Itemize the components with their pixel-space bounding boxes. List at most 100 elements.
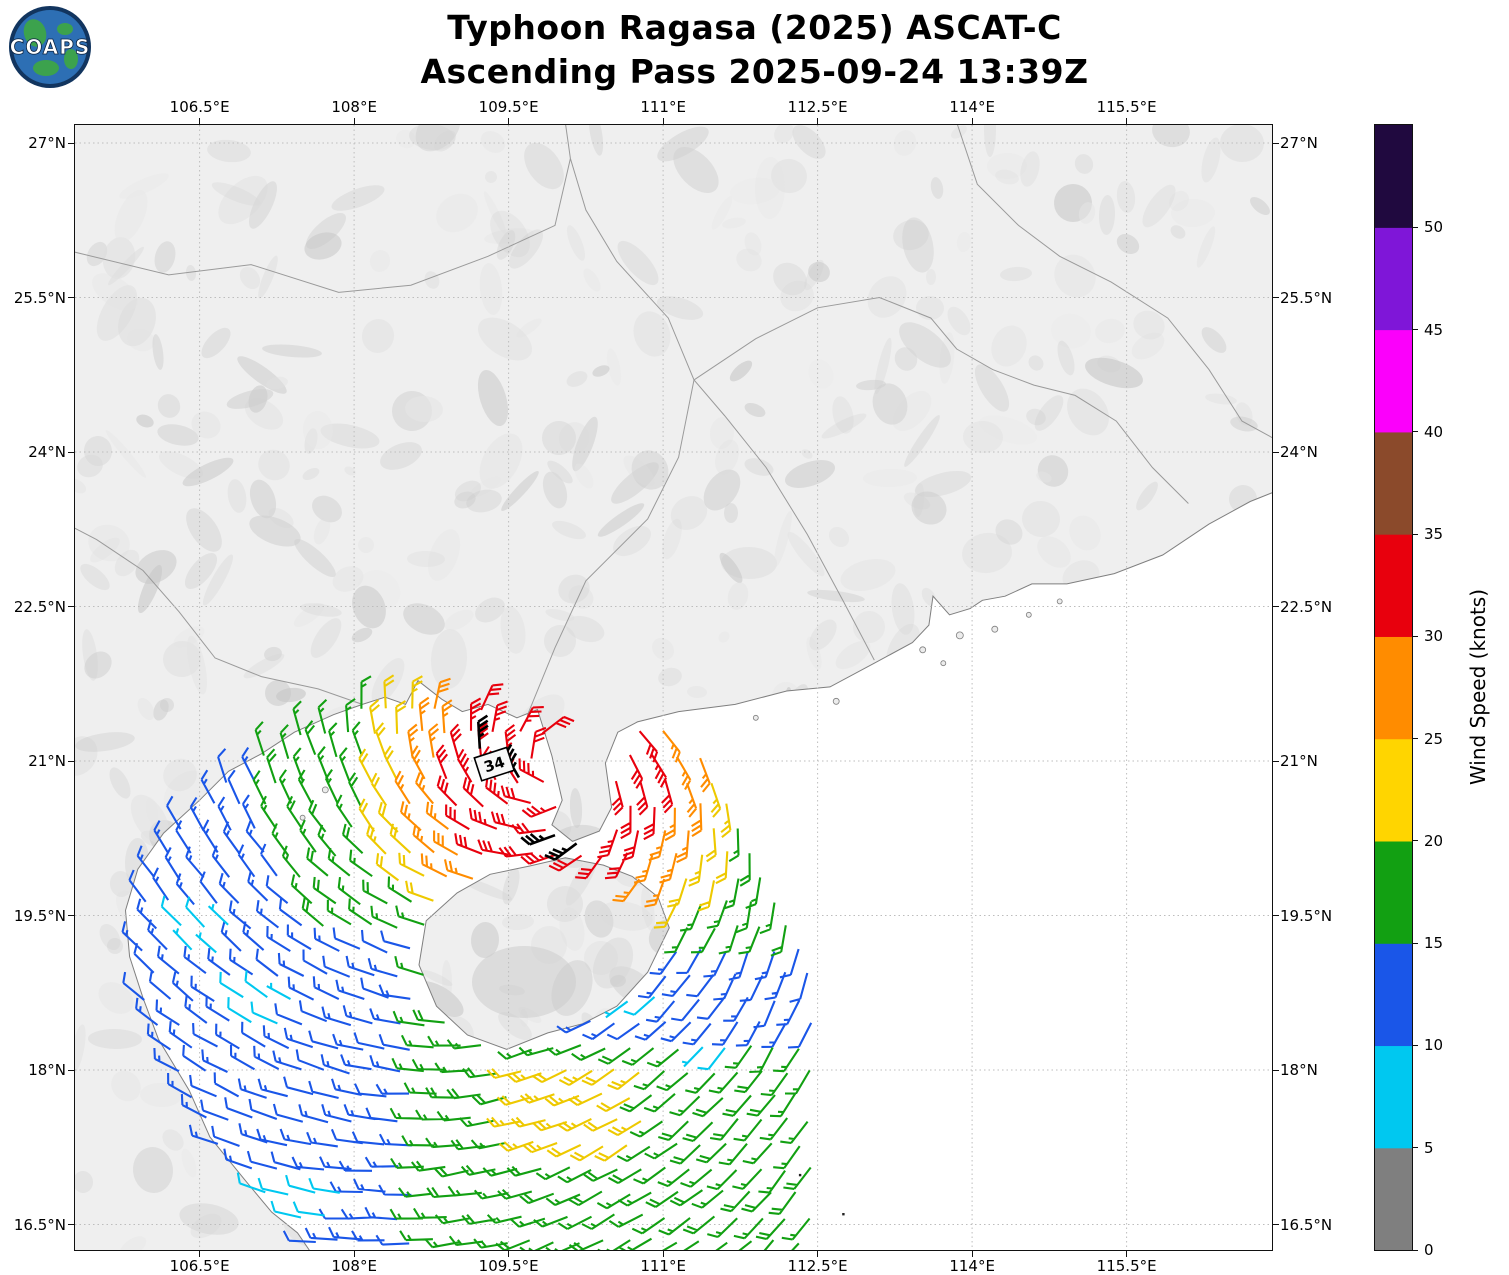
y-tickmark-left: [68, 451, 74, 453]
y-tickmark-right: [1273, 1069, 1279, 1071]
x-tickmark-top: [353, 118, 355, 124]
x-tick-label-top: 114°E: [949, 98, 995, 116]
y-tick-label-right: 27°N: [1280, 134, 1318, 153]
colorbar-tickmark: [1412, 431, 1418, 433]
title-line-2: Ascending Pass 2025-09-24 13:39Z: [420, 52, 1089, 91]
colorbar-tick-label: 10: [1424, 1036, 1444, 1055]
sparse-data-points: [798, 1173, 845, 1216]
y-tickmark-left: [68, 142, 74, 144]
x-tickmark-bottom: [199, 1251, 201, 1257]
colorbar-tick-label: 20: [1424, 831, 1444, 850]
colorbar-tick-label: 45: [1424, 320, 1444, 339]
x-tickmark-bottom: [1126, 1251, 1128, 1257]
colorbar-tickmark: [1412, 226, 1418, 228]
colorbar-tick-label: 35: [1424, 525, 1444, 544]
y-tickmark-right: [1273, 1224, 1279, 1226]
colorbar-frame: [1374, 124, 1413, 1251]
colorbar: [1375, 125, 1412, 1250]
colorbar-tickmark: [1412, 329, 1418, 331]
x-tick-label-bottom: 106.5°E: [169, 1257, 230, 1275]
colorbar-tickmark: [1412, 1249, 1418, 1251]
x-tick-label-bottom: 112.5°E: [787, 1257, 848, 1275]
y-tick-label-left: 21°N: [28, 752, 66, 771]
x-tickmark-top: [508, 118, 510, 124]
x-tickmark-top: [971, 118, 973, 124]
x-tick-label-top: 115.5°E: [1096, 98, 1157, 116]
y-tick-label-left: 27°N: [28, 134, 66, 153]
x-tick-label-bottom: 114°E: [949, 1257, 995, 1275]
storm-intensity-marker: 34: [473, 746, 516, 782]
colorbar-tick-label: 30: [1424, 627, 1444, 646]
y-tick-label-left: 24°N: [28, 443, 66, 462]
x-tick-label-bottom: 108°E: [331, 1257, 377, 1275]
y-tick-label-right: 18°N: [1280, 1061, 1318, 1080]
y-tickmark-right: [1273, 606, 1279, 608]
logo-continents: [23, 19, 78, 76]
svg-text:34: 34: [482, 753, 507, 777]
colorbar-tick-label: 25: [1424, 729, 1444, 748]
coaps-logo: COAPS: [9, 6, 91, 88]
y-tick-label-left: 18°N: [28, 1061, 66, 1080]
colorbar-tick-label: 50: [1424, 218, 1444, 237]
figure-title: Typhoon Ragasa (2025) ASCAT-C Ascending …: [0, 6, 1509, 94]
x-tick-label-top: 108°E: [331, 98, 377, 116]
x-tick-label-top: 112.5°E: [787, 98, 848, 116]
colorbar-tick-label: 15: [1424, 934, 1444, 953]
colorbar-tickmark: [1412, 533, 1418, 535]
y-tickmark-right: [1273, 760, 1279, 762]
y-tickmark-right: [1273, 297, 1279, 299]
y-tick-label-left: 22.5°N: [13, 597, 66, 616]
hainan-coastline: [418, 857, 670, 1050]
y-tick-label-right: 25.5°N: [1280, 288, 1333, 307]
y-tickmark-left: [68, 297, 74, 299]
colorbar-tick-label: 5: [1424, 1138, 1434, 1157]
analysis-wind-barbs: [477, 714, 578, 861]
colorbar-tickmark: [1412, 1044, 1418, 1046]
title-line-1: Typhoon Ragasa (2025) ASCAT-C: [447, 8, 1062, 47]
y-tick-label-right: 22.5°N: [1280, 597, 1333, 616]
colorbar-tickmark: [1412, 1147, 1418, 1149]
logo-text: COAPS: [10, 35, 91, 59]
x-tick-label-top: 109.5°E: [478, 98, 539, 116]
x-tickmark-bottom: [662, 1251, 664, 1257]
x-tickmark-bottom: [508, 1251, 510, 1257]
y-tickmark-right: [1273, 142, 1279, 144]
y-tickmark-left: [68, 606, 74, 608]
x-tickmark-bottom: [971, 1251, 973, 1257]
colorbar-tick-label: 40: [1424, 422, 1444, 441]
map-canvas: 34: [75, 125, 1272, 1250]
colorbar-tickmark: [1412, 635, 1418, 637]
y-tick-label-right: 19.5°N: [1280, 906, 1333, 925]
y-tickmark-left: [68, 1069, 74, 1071]
x-tickmark-bottom: [353, 1251, 355, 1257]
y-tick-label-right: 21°N: [1280, 752, 1318, 771]
x-tick-label-top: 111°E: [640, 98, 686, 116]
x-tick-label-bottom: 111°E: [640, 1257, 686, 1275]
wind-barbs: [121, 674, 813, 1250]
y-tickmark-left: [68, 915, 74, 917]
colorbar-tickmark: [1412, 840, 1418, 842]
y-tick-label-right: 24°N: [1280, 443, 1318, 462]
x-tickmark-top: [199, 118, 201, 124]
y-tick-label-right: 16.5°N: [1280, 1215, 1333, 1234]
y-tickmark-left: [68, 760, 74, 762]
y-tick-label-left: 16.5°N: [13, 1215, 66, 1234]
x-tickmark-top: [817, 118, 819, 124]
y-tick-label-left: 25.5°N: [13, 288, 66, 307]
y-tickmark-left: [68, 1224, 74, 1226]
x-tick-label-bottom: 115.5°E: [1096, 1257, 1157, 1275]
x-tickmark-top: [662, 118, 664, 124]
x-tick-label-top: 106.5°E: [169, 98, 230, 116]
admin-borders: [75, 125, 1272, 716]
y-tickmark-right: [1273, 915, 1279, 917]
colorbar-tick-label: 0: [1424, 1241, 1434, 1259]
x-tickmark-top: [1126, 118, 1128, 124]
y-tickmark-right: [1273, 451, 1279, 453]
x-tickmark-bottom: [817, 1251, 819, 1257]
colorbar-tickmark: [1412, 942, 1418, 944]
colorbar-tickmark: [1412, 738, 1418, 740]
islands: [299, 598, 1063, 821]
y-tick-label-left: 19.5°N: [13, 906, 66, 925]
x-tick-label-bottom: 109.5°E: [478, 1257, 539, 1275]
